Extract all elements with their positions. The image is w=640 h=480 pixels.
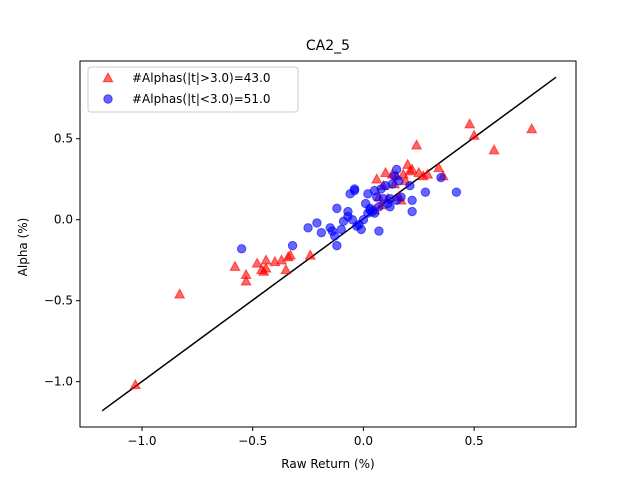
data-point-circle: [349, 184, 360, 194]
y-tick-label: 0.5: [54, 132, 73, 146]
y-tick-label: −1.0: [44, 375, 73, 389]
data-point-circle: [405, 180, 415, 191]
data-point-circle: [236, 244, 247, 254]
data-point-triangle: [240, 275, 252, 286]
data-point-triangle: [229, 260, 241, 271]
y-tick-label: −0.5: [44, 294, 73, 308]
data-point-circle: [329, 231, 340, 241]
x-axis-label: Raw Return (%): [281, 457, 374, 471]
data-point-circle: [356, 224, 366, 235]
legend-marker-circle: [103, 94, 113, 104]
legend-label: #Alphas(|t|<3.0)=51.0: [132, 92, 271, 106]
reference-line: [101, 76, 557, 412]
data-point-triangle: [433, 161, 445, 173]
data-point-circle: [391, 164, 402, 175]
data-point-circle: [407, 206, 417, 217]
x-tick-label: −0.5: [238, 434, 267, 448]
data-point-circle: [336, 224, 346, 235]
data-point-circle: [303, 223, 313, 233]
data-point-triangle: [468, 129, 480, 140]
data-point-triangle: [304, 249, 316, 260]
data-point-triangle: [410, 139, 423, 150]
data-point-circle: [396, 192, 406, 202]
plot-area: −1.0 −0.5 0.0 0.5 −1.0 −0.5 0.0 0.5: [44, 60, 577, 448]
data-point-triangle: [284, 249, 296, 260]
data-point-circle: [451, 187, 462, 197]
data-point-circle: [374, 226, 384, 236]
y-tick-label: 0.0: [54, 213, 73, 227]
axes-frame: [79, 60, 577, 428]
data-point-circle: [312, 218, 322, 228]
data-point-triangle: [406, 163, 418, 174]
data-point-triangle: [174, 288, 186, 299]
data-point-circle: [332, 203, 342, 214]
data-point-circle: [287, 240, 298, 251]
data-point-circle: [358, 215, 369, 225]
data-point-circle: [407, 195, 417, 205]
data-point-triangle: [422, 168, 434, 179]
legend-label: #Alphas(|t|>3.0)=43.0: [132, 71, 271, 85]
data-point-circle: [420, 187, 431, 197]
data-point-triangle: [371, 173, 383, 184]
data-point-circle: [394, 176, 404, 186]
data-point-triangle: [464, 118, 476, 129]
data-point-triangle: [129, 378, 141, 390]
data-point-triangle: [379, 166, 392, 177]
x-tick-label: −1.0: [127, 434, 156, 448]
legend-marker-triangle: [102, 71, 114, 83]
data-point-circle: [343, 206, 353, 217]
data-point-circle: [374, 202, 384, 212]
y-axis-label: Alpha (%): [16, 218, 30, 277]
data-point-circle: [316, 227, 327, 238]
data-point-triangle: [260, 254, 272, 265]
data-point-triangle: [488, 144, 500, 155]
data-point-circle: [385, 202, 395, 212]
data-point-triangle: [251, 257, 263, 268]
data-point-circle: [332, 240, 342, 251]
legend-box: [87, 66, 299, 113]
chart-title: CA2_5: [306, 38, 350, 54]
data-point-triangle: [280, 263, 292, 275]
legend: #Alphas(|t|>3.0)=43.0 #Alphas(|t|<3.0)=51…: [87, 66, 299, 113]
data-point-triangle: [260, 262, 272, 273]
data-point-circle: [347, 215, 358, 225]
x-tick-label: 0.5: [465, 434, 484, 448]
data-point-triangle: [526, 122, 538, 134]
x-tick-label: 0.0: [354, 434, 373, 448]
data-point-circle: [436, 172, 446, 183]
data-point-circle: [369, 208, 380, 218]
